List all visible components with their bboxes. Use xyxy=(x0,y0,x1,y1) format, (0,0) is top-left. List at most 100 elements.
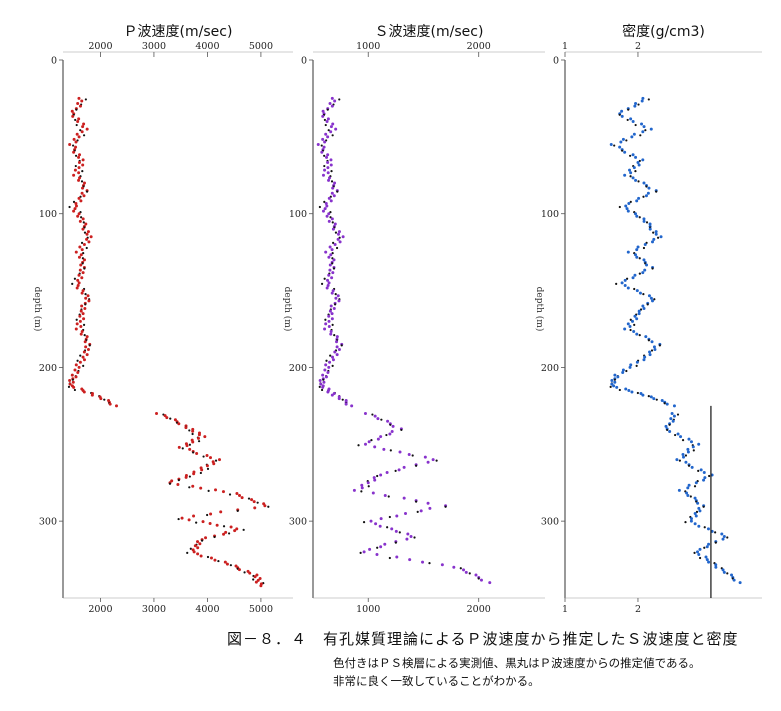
data-point xyxy=(395,555,399,559)
estimated-point xyxy=(697,469,700,473)
data-point xyxy=(212,462,216,466)
data-point xyxy=(633,212,637,216)
data-point xyxy=(675,458,679,462)
data-point xyxy=(78,153,82,157)
estimated-point xyxy=(213,535,216,539)
estimated-point xyxy=(726,536,729,539)
data-point xyxy=(431,458,435,462)
estimated-point xyxy=(331,221,334,224)
estimated-point xyxy=(359,551,362,554)
estimated-point xyxy=(618,205,621,209)
data-point xyxy=(76,214,80,218)
data-point xyxy=(697,442,701,446)
estimated-point xyxy=(385,433,388,437)
data-point xyxy=(684,460,688,464)
estimated-point xyxy=(639,134,642,137)
data-point xyxy=(640,122,644,126)
estimated-point xyxy=(668,423,671,426)
data-point xyxy=(653,347,657,351)
estimated-point xyxy=(629,200,632,204)
estimated-point xyxy=(75,108,78,111)
data-point xyxy=(697,552,701,556)
data-point xyxy=(82,122,86,126)
data-point xyxy=(68,378,72,382)
data-point xyxy=(321,173,325,177)
estimated-point xyxy=(692,449,695,452)
data-point xyxy=(379,473,383,477)
data-point xyxy=(81,186,85,190)
data-point xyxy=(329,125,333,129)
estimated-point xyxy=(83,267,86,270)
data-point xyxy=(74,140,78,144)
data-point xyxy=(187,518,191,522)
data-point xyxy=(82,358,86,362)
estimated-point xyxy=(389,423,392,426)
estimated-point xyxy=(613,378,616,381)
estimated-point xyxy=(71,378,74,381)
data-point xyxy=(693,496,697,500)
data-point xyxy=(192,472,196,476)
data-point xyxy=(402,496,406,500)
estimated-point xyxy=(653,298,656,301)
data-point xyxy=(394,529,398,533)
data-point xyxy=(333,181,337,185)
data-point xyxy=(696,501,700,505)
estimated-point xyxy=(708,474,711,478)
data-point xyxy=(327,255,331,259)
data-point xyxy=(634,155,638,159)
data-point xyxy=(193,544,197,548)
data-point xyxy=(375,552,379,556)
data-point xyxy=(77,96,81,100)
data-point xyxy=(337,347,341,351)
data-point xyxy=(72,209,76,213)
data-point xyxy=(77,117,81,121)
data-point xyxy=(80,248,84,252)
data-point xyxy=(326,371,330,375)
data-point xyxy=(642,358,646,362)
panel-title: Ｐ波速度(m/sec) xyxy=(124,24,233,40)
y-tick-label: 0 xyxy=(51,56,57,67)
data-point xyxy=(195,452,199,456)
data-point xyxy=(634,178,638,182)
data-point xyxy=(721,537,725,541)
estimated-point xyxy=(331,323,334,326)
estimated-point xyxy=(82,364,85,367)
estimated-point xyxy=(689,495,692,498)
estimated-point xyxy=(88,344,91,347)
data-point xyxy=(82,242,86,246)
estimated-point xyxy=(638,272,641,275)
estimated-point xyxy=(82,252,85,255)
estimated-point xyxy=(79,354,82,357)
estimated-point xyxy=(84,303,87,306)
data-point xyxy=(324,363,328,367)
data-point xyxy=(635,289,639,293)
estimated-point xyxy=(323,164,326,168)
y-axis-label: depth (m) xyxy=(32,287,43,332)
data-point xyxy=(624,387,628,391)
data-point xyxy=(337,397,341,401)
data-point xyxy=(702,478,706,482)
data-point xyxy=(321,137,325,141)
data-point xyxy=(85,353,89,357)
estimated-point xyxy=(380,418,383,421)
y-tick-label: 300 xyxy=(289,517,307,528)
data-point xyxy=(350,404,354,408)
data-point xyxy=(391,424,395,428)
data-point xyxy=(326,135,330,139)
data-point xyxy=(68,143,72,147)
estimated-point xyxy=(684,521,687,524)
data-point xyxy=(72,385,76,389)
estimated-point xyxy=(333,303,337,306)
estimated-point xyxy=(655,190,658,193)
data-point xyxy=(440,563,444,567)
x-tick-label-bottom: 1000 xyxy=(356,604,380,615)
data-point xyxy=(86,347,90,351)
data-point xyxy=(327,319,331,323)
data-point xyxy=(77,135,81,139)
data-point xyxy=(707,560,711,564)
data-point xyxy=(462,568,466,572)
data-point xyxy=(321,373,325,377)
x-tick-label-top: 3000 xyxy=(142,41,166,52)
data-point xyxy=(635,248,639,252)
data-point xyxy=(373,478,377,482)
